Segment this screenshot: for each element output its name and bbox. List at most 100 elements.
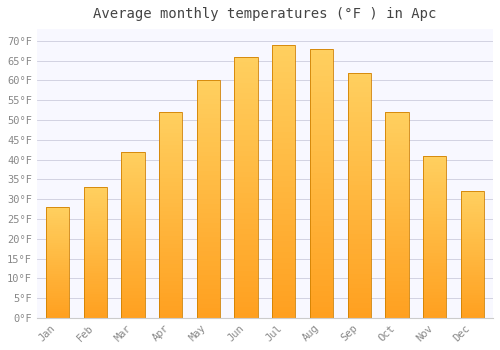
Bar [310,70,333,76]
Bar [46,243,69,245]
Bar [423,162,446,166]
Bar [122,241,144,245]
Bar [460,315,484,318]
Bar [385,211,408,215]
Bar [84,187,107,318]
Bar [348,151,371,156]
Bar [385,198,408,203]
Bar [234,193,258,198]
Bar [46,267,69,269]
Bar [460,313,484,315]
Bar [310,253,333,259]
Bar [46,245,69,247]
Bar [385,120,408,125]
Bar [234,72,258,78]
Bar [84,245,107,247]
Bar [423,201,446,204]
Bar [122,182,144,185]
Bar [310,178,333,183]
Bar [310,302,333,307]
Bar [348,92,371,97]
Bar [234,313,258,318]
Bar [122,185,144,188]
Bar [460,300,484,303]
Bar [84,294,107,297]
Bar [46,274,69,276]
Bar [46,227,69,229]
Bar [348,230,371,235]
Bar [385,306,408,310]
Bar [46,309,69,311]
Bar [46,294,69,296]
Bar [310,232,333,237]
Bar [46,234,69,236]
Bar [385,231,408,236]
Bar [196,271,220,275]
Bar [46,314,69,316]
Bar [122,231,144,235]
Bar [196,209,220,214]
Bar [385,252,408,256]
Bar [348,210,371,215]
Bar [122,168,144,172]
Bar [46,238,69,240]
Bar [46,296,69,298]
Bar [310,216,333,221]
Bar [348,288,371,293]
Bar [310,65,333,70]
Bar [234,208,258,214]
Bar [196,261,220,266]
Bar [84,258,107,260]
Bar [272,116,295,121]
Bar [84,250,107,253]
Bar [196,80,220,85]
Bar [196,247,220,251]
Bar [272,143,295,149]
Bar [460,247,484,250]
Bar [460,250,484,252]
Bar [348,298,371,303]
Bar [159,186,182,190]
Bar [423,256,446,259]
Bar [310,119,333,124]
Bar [385,314,408,318]
Bar [272,280,295,285]
Bar [385,190,408,195]
Bar [423,253,446,256]
Bar [460,199,484,201]
Bar [122,188,144,191]
Bar [159,178,182,182]
Bar [46,211,69,214]
Bar [196,294,220,299]
Bar [460,194,484,196]
Bar [460,219,484,222]
Bar [423,156,446,159]
Bar [348,161,371,166]
Bar [272,198,295,203]
Bar [159,141,182,145]
Bar [234,146,258,151]
Bar [272,45,295,318]
Bar [84,284,107,287]
Bar [348,215,371,220]
Bar [348,117,371,122]
Bar [46,289,69,291]
Bar [310,103,333,108]
Bar [46,271,69,274]
Bar [423,237,446,240]
Bar [423,272,446,276]
Bar [196,223,220,228]
Bar [159,149,182,153]
Bar [159,231,182,236]
Bar [196,175,220,180]
Bar [159,145,182,149]
Bar [272,209,295,214]
Bar [159,301,182,306]
Bar [385,174,408,178]
Bar [159,244,182,248]
Bar [460,232,484,234]
Bar [159,297,182,301]
Bar [272,241,295,247]
Bar [196,95,220,99]
Bar [385,137,408,141]
